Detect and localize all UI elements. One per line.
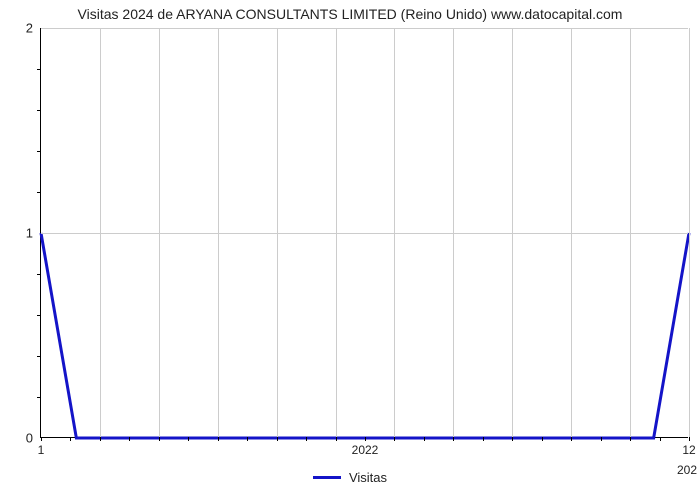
x-minor-tick (453, 437, 454, 441)
legend-swatch (313, 476, 341, 479)
gridline-vertical (100, 28, 101, 437)
gridline-vertical (512, 28, 513, 437)
x-minor-tick (601, 437, 602, 441)
x-minor-tick (306, 437, 307, 441)
plot-area: 0121202212202 (40, 28, 688, 438)
x-tick-label-right: 12 (682, 437, 695, 457)
x-minor-tick (542, 437, 543, 441)
x-minor-tick (188, 437, 189, 441)
gridline-vertical (159, 28, 160, 437)
gridline-vertical (218, 28, 219, 437)
x-minor-tick (70, 437, 71, 441)
gridline-vertical (689, 28, 690, 437)
y-minor-tick (37, 151, 41, 152)
x-tick-label-center: 2022 (352, 437, 379, 457)
x-minor-tick (512, 437, 513, 441)
y-tick-label: 2 (26, 21, 41, 36)
x-minor-tick (159, 437, 160, 441)
gridline-vertical (630, 28, 631, 437)
gridline-vertical (571, 28, 572, 437)
gridline-vertical (453, 28, 454, 437)
x-minor-tick (218, 437, 219, 441)
gridline-vertical (336, 28, 337, 437)
x-minor-tick (630, 437, 631, 441)
y-minor-tick (37, 356, 41, 357)
y-tick-label: 1 (26, 226, 41, 241)
x-minor-tick (424, 437, 425, 441)
y-minor-tick (37, 69, 41, 70)
x-minor-tick (483, 437, 484, 441)
x-minor-tick (336, 437, 337, 441)
y-minor-tick (37, 397, 41, 398)
x-minor-tick (277, 437, 278, 441)
gridline-vertical (394, 28, 395, 437)
legend: Visitas (0, 470, 700, 485)
y-minor-tick (37, 192, 41, 193)
x-minor-tick (100, 437, 101, 441)
y-minor-tick (37, 110, 41, 111)
chart-title: Visitas 2024 de ARYANA CONSULTANTS LIMIT… (0, 6, 700, 22)
legend-label: Visitas (349, 470, 387, 485)
x-minor-tick (129, 437, 130, 441)
gridline-horizontal (41, 233, 688, 234)
y-minor-tick (37, 315, 41, 316)
x-minor-tick (394, 437, 395, 441)
gridline-vertical (277, 28, 278, 437)
x-minor-tick (571, 437, 572, 441)
x-minor-tick (247, 437, 248, 441)
y-minor-tick (37, 274, 41, 275)
gridline-horizontal (41, 28, 688, 29)
x-tick-label-left: 1 (38, 437, 45, 457)
x-minor-tick (660, 437, 661, 441)
